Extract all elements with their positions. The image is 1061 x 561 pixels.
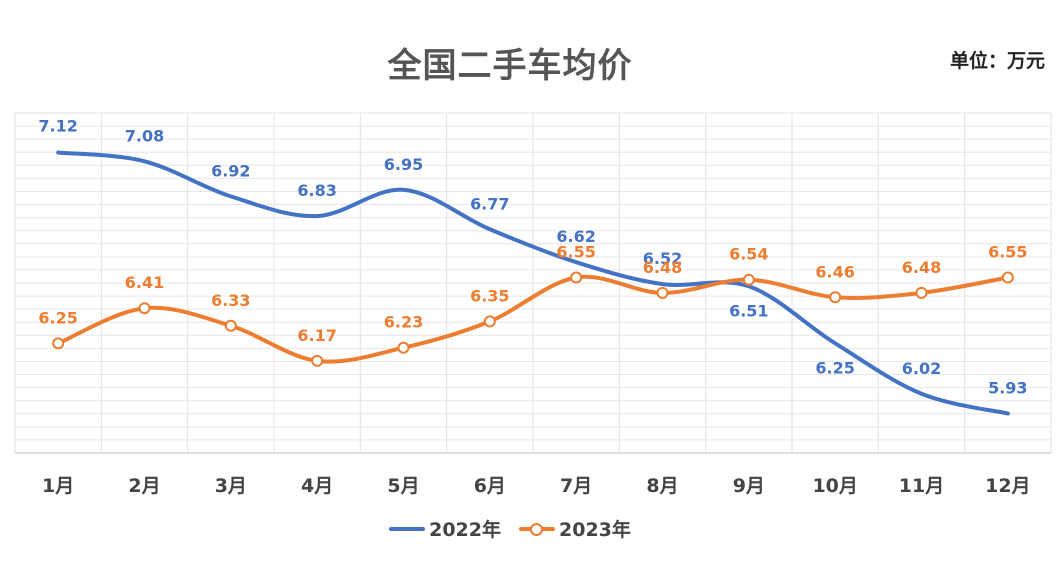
x-tick-4月: 4月 — [301, 475, 333, 497]
legend-item-2022[interactable]: 2022年 — [389, 515, 501, 542]
data-label-2023年-5月: 6.23 — [384, 313, 423, 332]
legend-swatch-2023 — [519, 521, 555, 537]
data-label-2022年-12月: 5.93 — [988, 379, 1027, 398]
data-label-2023年-1月: 6.25 — [38, 308, 77, 327]
data-label-2022年-8月: 6.52 — [643, 249, 682, 268]
chart-series — [52, 150, 1014, 416]
chart-title: 全国二手车均价 — [387, 46, 633, 86]
unit-label: 单位：万元 — [949, 50, 1045, 72]
data-label-2023年-9月: 6.54 — [729, 245, 768, 264]
chart-grid — [14, 112, 1052, 454]
x-tick-10月: 10月 — [812, 475, 857, 497]
point-2023年-2月 — [138, 302, 151, 315]
point-2023年-10月 — [829, 291, 842, 304]
point-2023年-9月 — [742, 273, 755, 286]
x-tick-7月: 7月 — [560, 475, 592, 497]
point-2023年-7月 — [570, 271, 583, 284]
x-axis-ticks: 1月 2月 3月 4月 5月 6月 7月 8月 9月 10月 11月 12月 — [42, 475, 1031, 497]
point-2023年-8月 — [656, 286, 669, 299]
data-label-2023年-2月: 6.41 — [125, 273, 164, 292]
data-label-2022年-3月: 6.92 — [211, 161, 250, 180]
data-label-2022年-6月: 6.77 — [470, 194, 509, 213]
data-label-2022年-4月: 6.83 — [297, 181, 336, 200]
data-label-2022年-7月: 6.62 — [556, 227, 595, 246]
data-label-2023年-3月: 6.33 — [211, 291, 250, 310]
data-label-2022年-9月: 6.51 — [729, 301, 768, 320]
x-tick-2月: 2月 — [128, 475, 160, 497]
data-label-2023年-7月: 6.55 — [556, 243, 595, 262]
data-label-2022年-11月: 6.02 — [902, 359, 941, 378]
point-2023年-11月 — [915, 286, 928, 299]
legend-label-2023: 2023年 — [559, 519, 631, 541]
legend-swatch-2022 — [389, 521, 426, 537]
x-tick-9月: 9月 — [733, 475, 765, 497]
data-label-2022年-5月: 6.95 — [384, 155, 423, 174]
point-2023年-1月 — [52, 337, 65, 350]
data-label-2023年-11月: 6.48 — [902, 258, 941, 277]
point-2023年-12月 — [1001, 271, 1014, 284]
x-tick-1月: 1月 — [42, 475, 74, 497]
point-2023年-4月 — [311, 354, 324, 367]
series-line-2023年 — [56, 274, 1010, 364]
series-line-2022年 — [56, 150, 1010, 416]
x-tick-5月: 5月 — [387, 475, 419, 497]
point-2023年-3月 — [224, 319, 237, 332]
data-label-2023年-4月: 6.17 — [297, 326, 336, 345]
data-label-2022年-10月: 6.25 — [815, 358, 854, 377]
x-tick-8月: 8月 — [646, 475, 678, 497]
x-tick-12月: 12月 — [985, 475, 1030, 497]
x-tick-6月: 6月 — [474, 475, 506, 497]
legend-label-2022: 2022年 — [429, 519, 501, 541]
data-label-2023年-8月: 6.48 — [643, 258, 682, 277]
x-tick-11月: 11月 — [899, 475, 944, 497]
data-label-2023年-6月: 6.35 — [470, 286, 509, 305]
chart-legend: 2022年 2023年 — [0, 515, 1020, 542]
point-2023年-6月 — [483, 315, 496, 328]
chart-value-labels: 7.12 7.08 6.92 6.83 6.95 6.77 6.62 6.52 6.51 6.25… — [38, 116, 1027, 397]
data-label-2022年-1月: 7.12 — [38, 116, 77, 135]
legend-item-2023[interactable]: 2023年 — [519, 515, 631, 542]
data-label-2023年-12月: 6.55 — [988, 243, 1027, 262]
point-2023年-5月 — [397, 341, 410, 354]
x-tick-3月: 3月 — [215, 475, 247, 497]
data-label-2023年-10月: 6.46 — [815, 262, 854, 281]
data-label-2022年-2月: 7.08 — [125, 126, 164, 145]
